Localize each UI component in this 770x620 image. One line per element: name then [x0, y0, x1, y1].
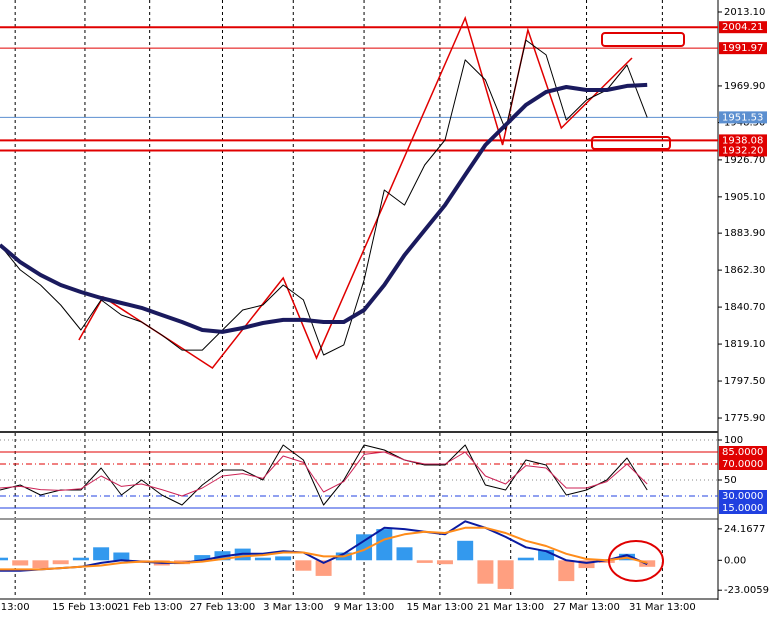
histogram-bar	[477, 560, 494, 584]
y-tick-label: 100	[724, 435, 743, 446]
histogram-bar	[558, 560, 575, 582]
histogram-bar	[376, 529, 393, 561]
level-label-box	[719, 490, 767, 502]
annotation-circle	[608, 540, 664, 582]
histogram-bar	[254, 557, 271, 561]
x-tick-label: 15 Mar 13:00	[407, 602, 474, 613]
level-label: 1932.20	[722, 145, 763, 156]
level-label-box	[719, 42, 767, 55]
y-tick-label: 1775.90	[724, 413, 765, 424]
x-tick-label: 9 Mar 13:00	[334, 602, 394, 613]
y-tick-label: 2013.10	[724, 7, 765, 18]
series-line	[0, 444, 648, 506]
histogram-bar	[396, 547, 413, 561]
x-tick-label: 21 Mar 13:00	[477, 602, 544, 613]
y-tick-label: -23.0059	[724, 585, 769, 596]
x-tick-label: 3 Mar 13:00	[263, 602, 323, 613]
x-tick-label: 27 Mar 13:00	[553, 602, 620, 613]
x-tick-label: 15 Feb 13:00	[52, 602, 118, 613]
histogram-bar	[194, 555, 211, 561]
histogram-bar	[52, 560, 69, 565]
x-tick-label: 13:00	[1, 602, 30, 613]
histogram-bar	[12, 560, 29, 566]
level-label-box	[719, 144, 767, 157]
histogram-bar	[72, 557, 89, 561]
x-tick-label: 31 Mar 13:00	[629, 602, 696, 613]
y-tick-label: 1797.50	[724, 376, 765, 387]
histogram-bar	[436, 560, 453, 565]
level-label-box	[719, 111, 767, 124]
level-label: 15.0000	[722, 503, 763, 514]
level-label: 1991.97	[722, 43, 763, 54]
level-label: 2004.21	[722, 22, 763, 33]
histogram-bar	[295, 560, 312, 571]
y-tick-label: 1969.90	[724, 81, 765, 92]
histogram-bar	[416, 560, 433, 563]
y-tick-label: 1883.90	[724, 228, 765, 239]
y-tick-label: 1926.70	[724, 155, 765, 166]
y-tick-label: 50	[724, 475, 737, 486]
level-label-box	[719, 446, 767, 458]
histogram-bar	[538, 549, 555, 561]
level-label: 1951.53	[722, 112, 763, 123]
series-line	[0, 526, 648, 571]
annotation-box	[601, 32, 685, 47]
y-tick-label: 24.1677	[724, 524, 765, 535]
histogram-bar	[113, 552, 130, 561]
level-label: 30.0000	[722, 491, 763, 502]
histogram-bar	[275, 556, 292, 561]
histogram-bar	[315, 560, 332, 576]
level-label: 85.0000	[722, 447, 763, 458]
histogram-bar	[0, 557, 8, 561]
histogram-bar	[457, 540, 474, 561]
series-line	[0, 520, 648, 572]
level-label-box	[719, 21, 767, 34]
histogram-bar	[93, 547, 110, 561]
level-label: 1938.08	[722, 135, 763, 146]
histogram-bar	[497, 560, 514, 589]
level-label-box	[719, 458, 767, 470]
histogram-bar	[517, 557, 534, 561]
y-tick-label: 1905.10	[724, 192, 765, 203]
y-tick-label: 1862.30	[724, 265, 765, 276]
series-line	[0, 39, 648, 356]
level-label-box	[719, 502, 767, 514]
y-tick-label: 0.00	[724, 555, 746, 566]
y-tick-label: 1819.10	[724, 339, 765, 350]
histogram-bar	[356, 534, 373, 561]
histogram-bar	[578, 560, 595, 569]
x-tick-label: 27 Feb 13:00	[190, 602, 256, 613]
histogram-bar	[32, 560, 49, 569]
level-label-box	[719, 134, 767, 147]
level-label: 70.0000	[722, 459, 763, 470]
series-line	[0, 82, 648, 334]
annotation-box	[591, 136, 671, 150]
y-tick-label: 1840.70	[724, 302, 765, 313]
histogram-bar	[598, 560, 615, 563]
x-tick-label: 21 Feb 13:00	[117, 602, 183, 613]
series-line	[0, 451, 648, 497]
